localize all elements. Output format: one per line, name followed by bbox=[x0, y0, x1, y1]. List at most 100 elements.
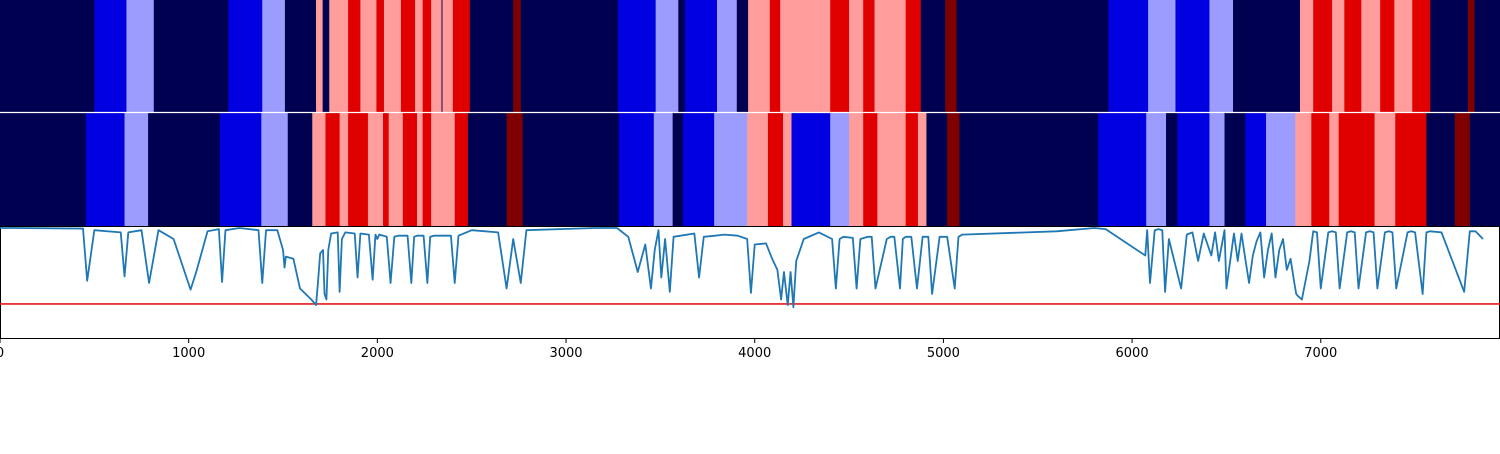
segment-navy bbox=[1469, 113, 1500, 226]
segment-dark-red bbox=[1467, 0, 1475, 112]
segment-red bbox=[1338, 113, 1375, 226]
segment-light-blue bbox=[1266, 113, 1296, 226]
segment-light-blue bbox=[1209, 113, 1225, 226]
segment-light-blue bbox=[830, 113, 850, 226]
segment-navy bbox=[1430, 0, 1469, 112]
segment-red bbox=[348, 113, 369, 226]
x-tick-label: 5000 bbox=[927, 346, 960, 361]
segment-light-red bbox=[1295, 113, 1312, 226]
segment-blue bbox=[219, 113, 262, 226]
segment-red bbox=[376, 0, 385, 112]
segment-blue bbox=[1177, 113, 1210, 226]
segment-light-red bbox=[849, 113, 864, 226]
x-tick-label: 4000 bbox=[738, 346, 771, 361]
segment-navy bbox=[148, 113, 221, 226]
segment-navy bbox=[520, 0, 619, 112]
segment-red bbox=[402, 113, 418, 226]
segment-red bbox=[1311, 113, 1330, 226]
segment-navy bbox=[959, 113, 1099, 226]
segment-blue bbox=[85, 113, 125, 226]
segment-light-red bbox=[780, 0, 831, 112]
segment-blue bbox=[684, 0, 718, 112]
segment-navy bbox=[1233, 0, 1301, 112]
segment-light-red bbox=[747, 113, 769, 226]
segment-navy bbox=[441, 0, 443, 112]
segment-light-blue bbox=[1148, 0, 1176, 112]
segment-red bbox=[905, 0, 922, 112]
segment-blue bbox=[1108, 0, 1149, 112]
segment-light-red bbox=[431, 0, 442, 112]
segment-light-blue bbox=[262, 0, 286, 112]
segment-light-blue bbox=[716, 0, 738, 112]
segment-dark-red bbox=[945, 0, 957, 112]
segment-navy bbox=[0, 113, 87, 226]
segment-navy bbox=[522, 113, 620, 226]
segment-light-red bbox=[917, 113, 927, 226]
segment-red bbox=[767, 113, 784, 226]
segment-light-red bbox=[874, 0, 907, 112]
x-axis: 0 1000 2000 3000 4000 5000 6000 7000 bbox=[0, 338, 1337, 361]
segment-light-red bbox=[1374, 113, 1396, 226]
segment-red bbox=[400, 0, 416, 112]
segment-navy bbox=[926, 113, 948, 226]
segment-navy bbox=[287, 113, 313, 226]
segment-dark-red bbox=[947, 113, 960, 226]
segment-blue bbox=[228, 0, 263, 112]
segment-navy bbox=[1474, 0, 1500, 112]
segment-light-red bbox=[1300, 0, 1314, 112]
segment-navy bbox=[672, 113, 684, 226]
x-tick-label: 6000 bbox=[1116, 346, 1149, 361]
segment-navy bbox=[284, 0, 317, 112]
segment-blue bbox=[791, 113, 831, 226]
segment-light-red bbox=[1361, 0, 1381, 112]
segment-navy bbox=[153, 0, 229, 112]
segment-blue bbox=[1098, 113, 1147, 226]
segment-red bbox=[422, 0, 432, 112]
segment-blue bbox=[94, 0, 127, 112]
segment-light-red bbox=[748, 0, 771, 112]
segment-light-red bbox=[383, 0, 402, 112]
segment-dark-red bbox=[1454, 113, 1471, 226]
segment-light-blue bbox=[714, 113, 748, 226]
segment-red bbox=[863, 113, 878, 226]
heatmap-track-top bbox=[0, 0, 1500, 112]
segment-navy bbox=[736, 0, 749, 112]
segment-light-red bbox=[316, 0, 324, 112]
series-line bbox=[0, 227, 1484, 309]
x-tick-label: 2000 bbox=[361, 346, 394, 361]
segment-red bbox=[863, 0, 875, 112]
segment-red bbox=[452, 0, 471, 112]
x-tick-label: 3000 bbox=[549, 346, 582, 361]
segment-red bbox=[383, 113, 390, 226]
x-tick-label: 7000 bbox=[1304, 346, 1337, 361]
segment-light-red bbox=[416, 113, 424, 226]
segment-navy bbox=[956, 0, 1109, 112]
segment-red bbox=[1313, 0, 1333, 112]
segment-light-red bbox=[783, 113, 792, 226]
segment-navy bbox=[467, 113, 507, 226]
segment-light-blue bbox=[124, 113, 149, 226]
segment-navy bbox=[1426, 113, 1456, 226]
segment-navy bbox=[920, 0, 946, 112]
segment-red bbox=[1344, 0, 1362, 112]
segment-red bbox=[348, 0, 361, 112]
segment-light-red bbox=[312, 113, 326, 226]
segment-red bbox=[769, 0, 781, 112]
segment-red bbox=[454, 113, 469, 226]
segment-red bbox=[830, 0, 850, 112]
segment-red bbox=[905, 113, 919, 226]
segment-red bbox=[1412, 0, 1431, 112]
segment-light-red bbox=[849, 0, 864, 112]
segment-red bbox=[422, 113, 432, 226]
segment-light-red bbox=[415, 0, 424, 112]
segment-light-red bbox=[329, 0, 349, 112]
segment-blue bbox=[617, 0, 657, 112]
segment-light-blue bbox=[126, 0, 155, 112]
segment-light-red bbox=[388, 113, 404, 226]
segment-light-red bbox=[431, 113, 456, 226]
segment-light-red bbox=[367, 113, 384, 226]
x-tick-label: 1000 bbox=[172, 346, 205, 361]
segment-light-blue bbox=[655, 0, 679, 112]
